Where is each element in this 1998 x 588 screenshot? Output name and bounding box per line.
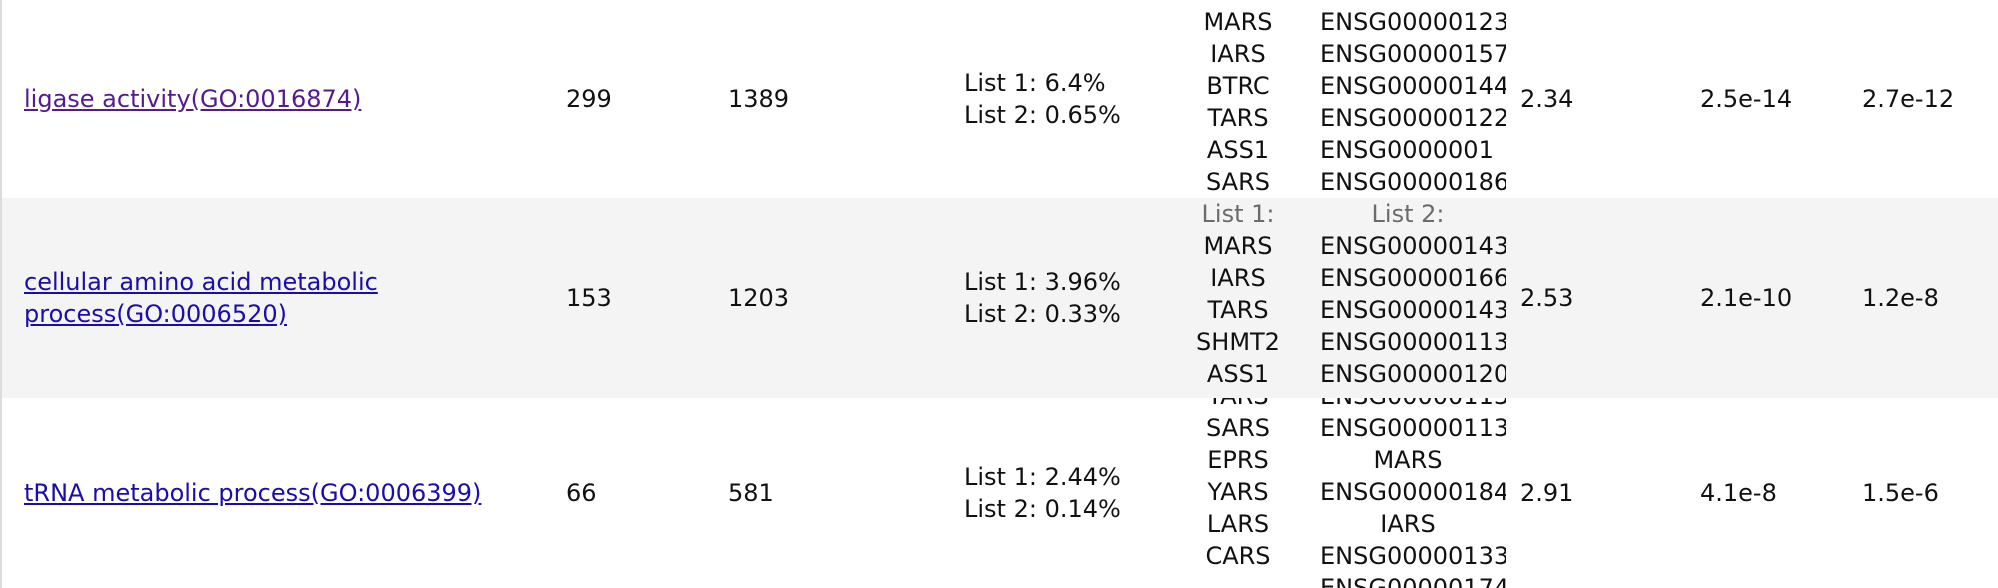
gene-symbol: IARS [1210, 40, 1266, 68]
gene-symbol: ASS1 [1206, 136, 1270, 164]
gene-symbol: SARS [1205, 414, 1270, 442]
fdr-cell: 2.7e-12 [1862, 85, 1955, 113]
ensembl-id: ENSG00000120 [1320, 360, 1506, 388]
ensembl-id: ENSG00000157 [1320, 40, 1506, 68]
ensembl-id: ENSG00000174 [1320, 574, 1506, 588]
term-cell: ligase activity(GO:0016874) [24, 83, 544, 115]
gene-symbol: ASS1 [1206, 360, 1270, 388]
count-cell: 299 [566, 85, 612, 113]
gene-symbol: EPRS [1207, 446, 1269, 474]
p-value-cell: 2.5e-14 [1700, 85, 1793, 113]
fdr-cell: 1.5e-6 [1862, 479, 1939, 507]
list2-genes: ENSG00000113 ENSG00000113 MARS ENSG00000… [1320, 398, 1506, 588]
gene-symbol: BTRC [1206, 72, 1270, 100]
ensembl-id: ENSG00000166 [1320, 264, 1506, 292]
gene-symbol: IARS [1380, 510, 1436, 538]
gene-symbol: YARS [1207, 478, 1269, 506]
gene-symbol: YARS [1182, 398, 1294, 412]
gene-symbol: SHMT2 [1196, 328, 1280, 356]
go-term-link[interactable]: cellular amino acid metabolic process(GO… [24, 268, 378, 328]
ensembl-id: ENSG00000143 [1320, 232, 1506, 260]
ensembl-id: ENSG00000113 [1320, 328, 1506, 356]
percentage-cell: List 1: 3.96% List 2: 0.33% [964, 266, 1121, 330]
list2-percentage: List 2: 0.65% [964, 101, 1121, 129]
list1-percentage: List 1: 3.96% [964, 268, 1121, 296]
list1-genes: List 1: MARS IARS TARS SHMT2 ASS1 [1182, 198, 1294, 390]
list1-genes: YARS SARS EPRS YARS LARS CARS [1182, 398, 1294, 572]
gene-symbol: SARS [1205, 168, 1270, 196]
gene-symbol: MARS [1203, 232, 1273, 260]
table-row: cellular amino acid metabolic process(GO… [2, 198, 1998, 398]
ensembl-id: ENSG00000123 [1320, 8, 1506, 36]
count-cell: 66 [566, 479, 597, 507]
ensembl-id: ENSG00000184 [1320, 478, 1506, 506]
percentage-cell: List 1: 6.4% List 2: 0.65% [964, 67, 1121, 131]
gene-symbol: TARS [1207, 296, 1269, 324]
gene-symbol: LARS [1206, 510, 1270, 538]
list1-genes: MARS IARS BTRC TARS ASS1 SARS [1182, 6, 1294, 198]
list2-percentage: List 2: 0.14% [964, 495, 1121, 523]
list2-genes: ENSG00000123 ENSG00000157 ENSG00000144 E… [1320, 6, 1506, 198]
list2-genes: List 2: ENSG00000143 ENSG00000166 ENSG00… [1320, 198, 1506, 390]
gene-symbol: MARS [1203, 8, 1273, 36]
list2-header: List 2: [1371, 200, 1445, 228]
term-cell: tRNA metabolic process(GO:0006399) [24, 477, 544, 509]
total-cell: 1389 [728, 85, 790, 113]
total-cell: 581 [728, 479, 774, 507]
ensembl-id: ENSG00000113 [1320, 398, 1506, 412]
count-cell: 153 [566, 284, 612, 312]
list1-header: List 1: [1201, 200, 1275, 228]
term-cell: cellular amino acid metabolic process(GO… [24, 266, 544, 330]
table-row: ligase activity(GO:0016874) 299 1389 Lis… [2, 0, 1998, 198]
fold-enrichment-cell: 2.53 [1520, 284, 1574, 312]
total-cell: 1203 [728, 284, 790, 312]
ensembl-id: ENSG00000186 [1320, 168, 1506, 196]
ensembl-id: ENSG00000113 [1320, 414, 1506, 442]
list2-percentage: List 2: 0.33% [964, 300, 1121, 328]
p-value-cell: 2.1e-10 [1700, 284, 1793, 312]
gene-symbol: TARS [1207, 104, 1269, 132]
ensembl-id: ENSG00000122 [1320, 104, 1506, 132]
ensembl-id: ENSG0000001 [1320, 136, 1494, 164]
go-term-link[interactable]: tRNA metabolic process(GO:0006399) [24, 479, 482, 507]
fold-enrichment-cell: 2.91 [1520, 479, 1574, 507]
fdr-cell: 1.2e-8 [1862, 284, 1939, 312]
table-row: tRNA metabolic process(GO:0006399) 66 58… [2, 398, 1998, 588]
ensembl-id: ENSG00000144 [1320, 72, 1506, 100]
percentage-cell: List 1: 2.44% List 2: 0.14% [964, 461, 1121, 525]
list1-percentage: List 1: 6.4% [964, 69, 1106, 97]
gene-symbol: CARS [1205, 542, 1271, 570]
list1-percentage: List 1: 2.44% [964, 463, 1121, 491]
fold-enrichment-cell: 2.34 [1520, 85, 1574, 113]
gene-symbol: MARS [1373, 446, 1443, 474]
gene-symbol: IARS [1210, 264, 1266, 292]
ensembl-id: ENSG00000133 [1320, 542, 1506, 570]
go-term-link[interactable]: ligase activity(GO:0016874) [24, 85, 362, 113]
p-value-cell: 4.1e-8 [1700, 479, 1777, 507]
ensembl-id: ENSG00000143 [1320, 296, 1506, 324]
